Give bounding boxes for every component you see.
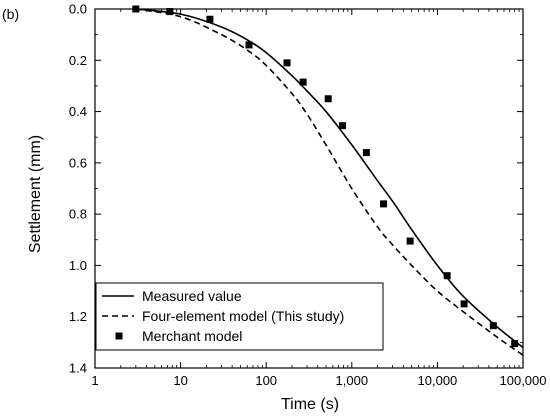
panel-label: (b) [2,6,19,22]
merchant-marker [489,322,497,330]
legend-label: Merchant model [142,328,242,344]
plot-area [132,5,524,356]
merchant-marker [166,8,174,16]
x-tick-label: 10,000 [418,373,458,388]
merchant-marker [460,300,468,308]
legend-label: Four-element model (This study) [142,308,344,324]
legend: Measured value Four-element model (This s… [95,282,384,351]
x-tick-label: 100 [255,373,277,388]
merchant-marker [299,78,307,86]
merchant-marker [324,95,332,103]
y-tick-label: 0.2 [69,53,87,68]
legend-box [95,282,384,351]
legend-marker-merchant [115,332,123,340]
merchant-marker [206,15,214,23]
four-element-model-line [135,8,524,356]
y-tick-label: 1.4 [69,361,87,376]
y-tick-label: 0.6 [69,155,87,170]
y-tick-label: 1.0 [69,258,87,273]
legend-label: Measured value [142,288,242,304]
y-tick-label: 1.2 [69,309,87,324]
x-tick-label: 100,000 [500,373,547,388]
merchant-marker [245,41,253,49]
x-axis-title: Time (s) [281,396,339,413]
x-tick-label: 10 [173,373,187,388]
y-axis-title: Settlement (mm) [27,135,44,253]
x-tick-label: 1 [91,373,98,388]
merchant-marker [380,200,388,208]
merchant-marker [511,340,519,348]
merchant-marker [443,272,451,280]
x-tick-label: 1,000 [336,373,369,388]
measured-value-line [135,8,524,349]
merchant-marker [339,122,347,130]
merchant-marker [362,149,370,157]
merchant-marker [406,237,414,245]
y-tick-label: 0.4 [69,104,87,119]
axes: 1 10 100 1,000 10,000 100,000 0.0 0.2 0.4 0.6 0.8 1… [69,2,547,389]
y-tick-label: 0.8 [69,207,87,222]
merchant-marker [283,59,291,67]
y-tick-label: 0.0 [69,2,87,17]
